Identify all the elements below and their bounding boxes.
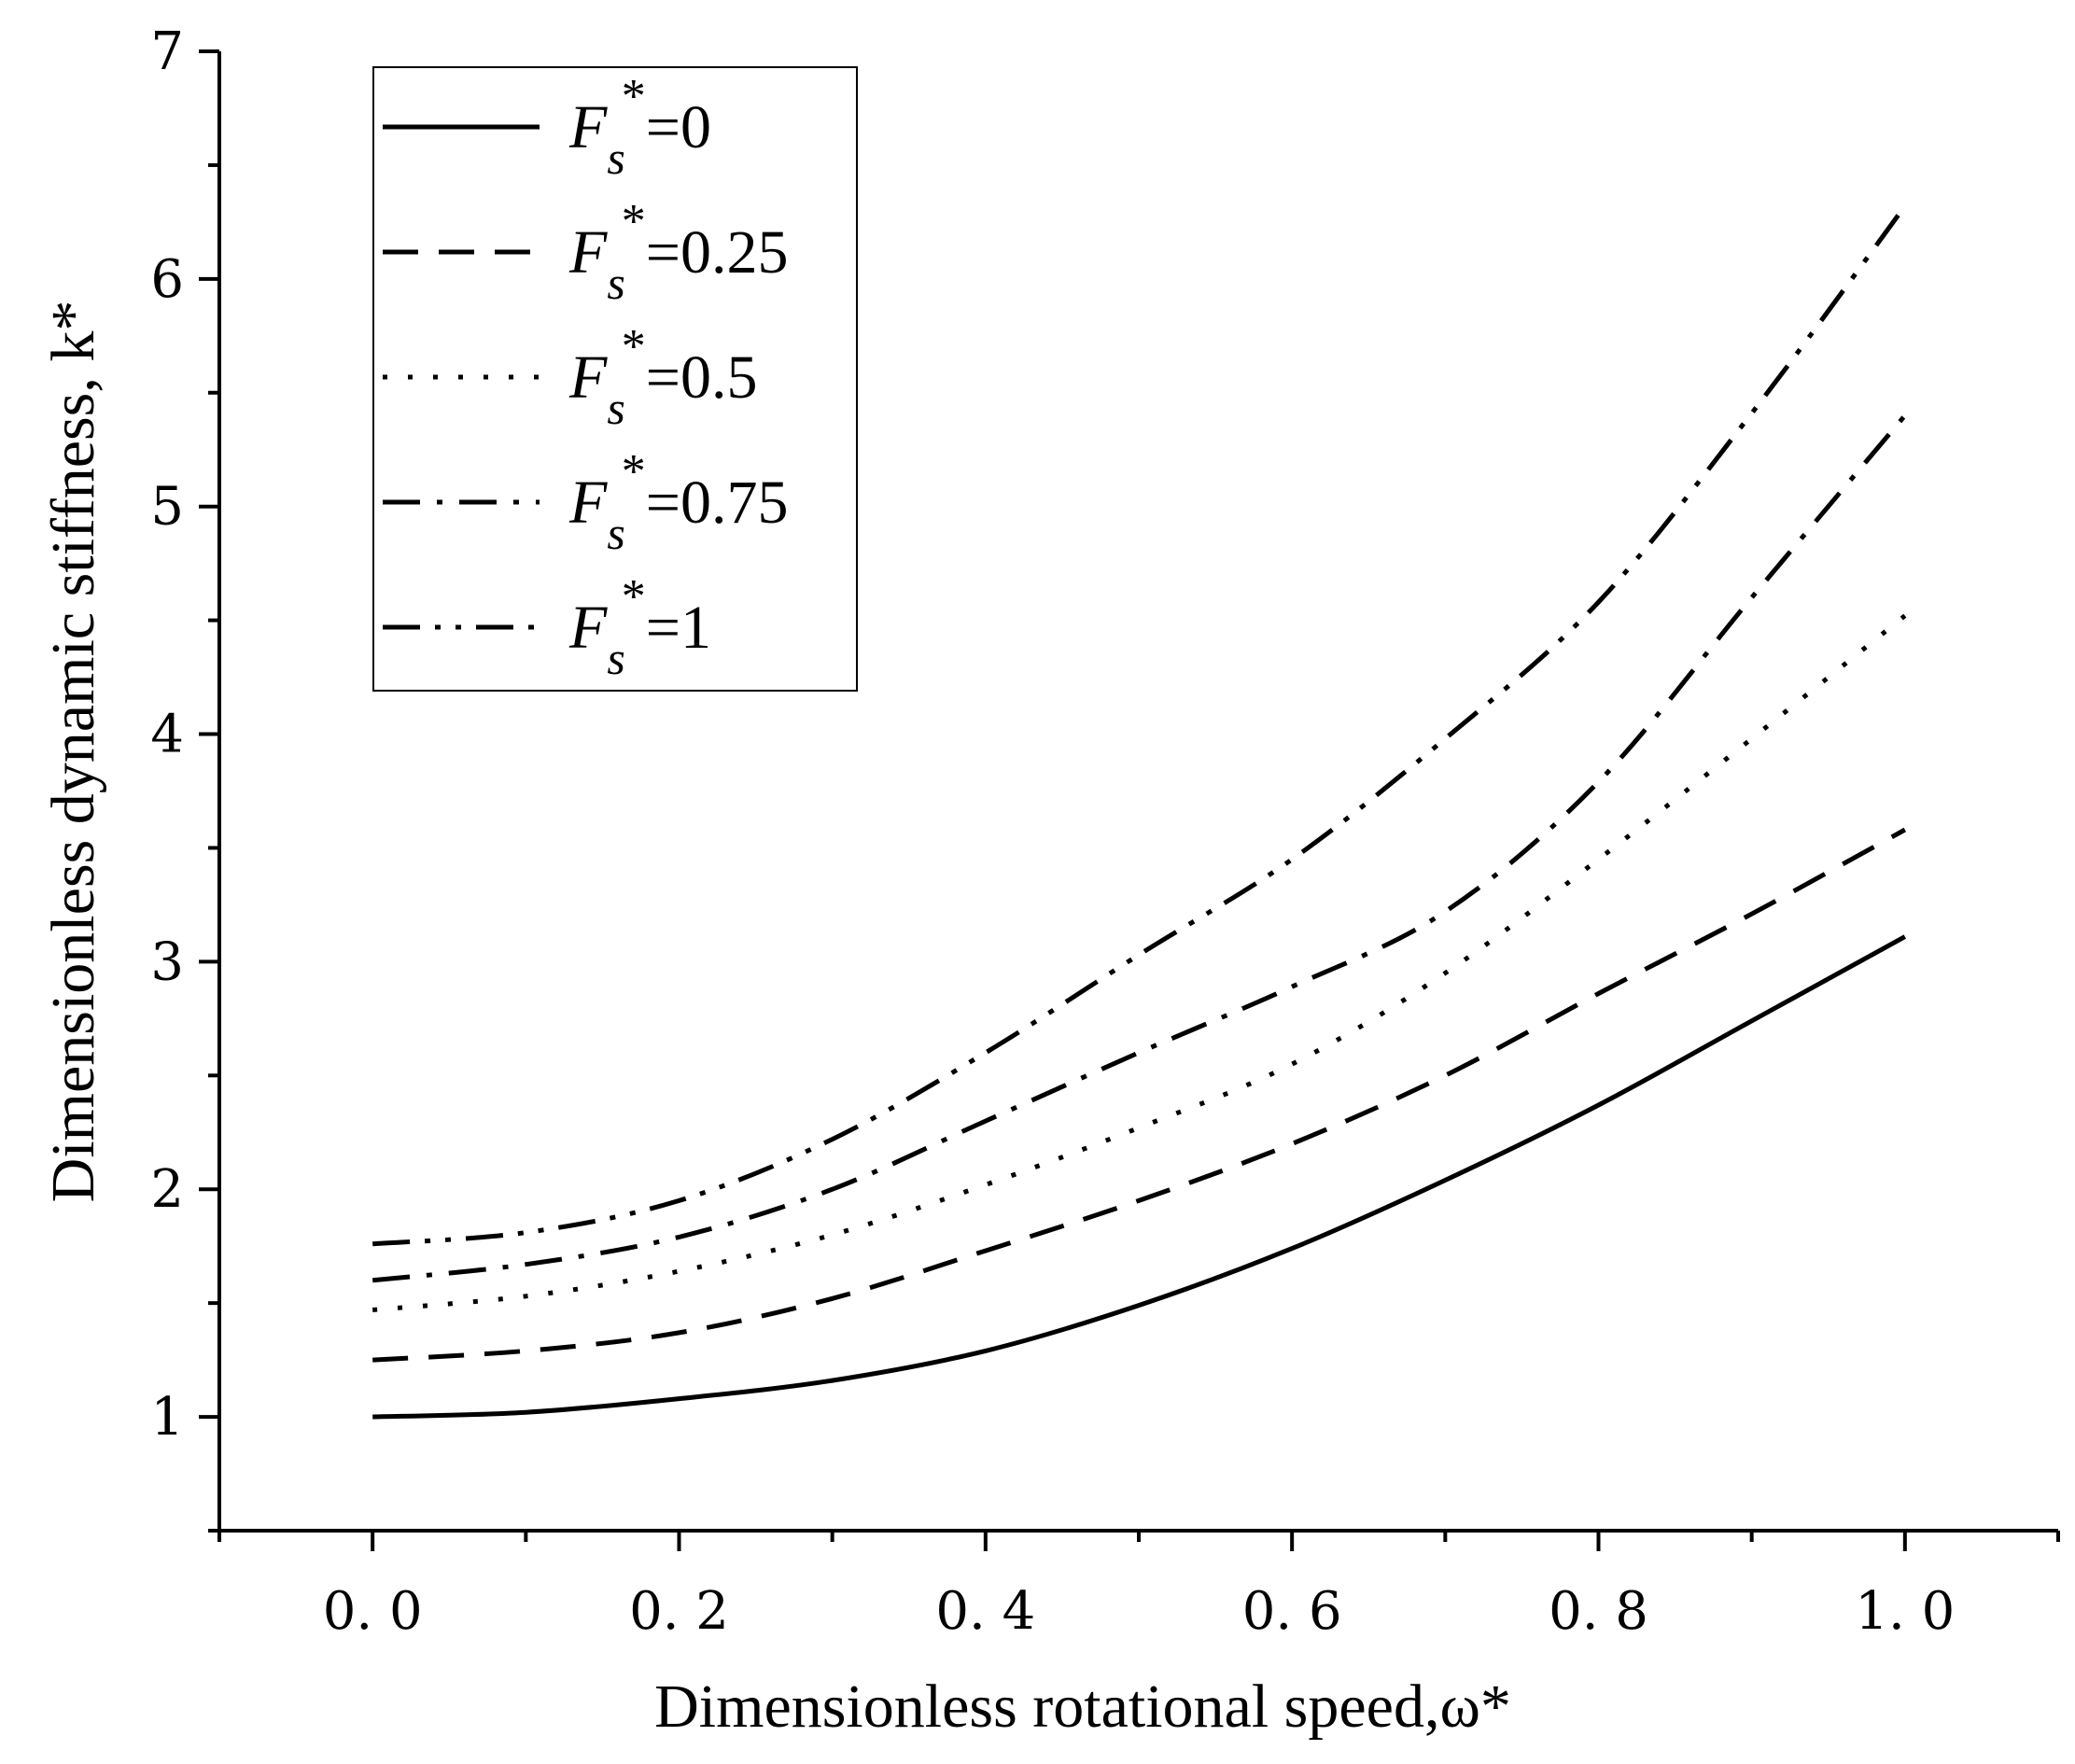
x-tick-label: 0. 8 xyxy=(1549,1581,1648,1642)
legend-subscript: s xyxy=(607,257,624,309)
x-axis-title: Dimensionless rotational speed,ω* xyxy=(654,1673,1511,1741)
chart-root: 1 2 3 4 5 6 7 0. 0 0. 2 0. 4 0. 6 0. 8 1. 0 Fs*=0 Fs*… xyxy=(0,0,2075,1764)
legend-value: =0.25 xyxy=(646,218,789,287)
legend-superscript: * xyxy=(622,320,646,373)
legend-value: =1 xyxy=(646,594,711,662)
y-tick-label: 5 xyxy=(150,477,184,538)
x-tick-label: 0. 0 xyxy=(323,1581,423,1642)
legend-superscript: * xyxy=(622,70,646,123)
legend-value: =0.75 xyxy=(646,469,789,537)
series-line-2 xyxy=(372,616,1905,1310)
y-tick-label: 6 xyxy=(150,249,184,310)
legend-subscript: s xyxy=(607,632,624,684)
x-tick-label: 0. 4 xyxy=(935,1581,1035,1642)
x-tick-label: 0. 2 xyxy=(629,1581,729,1642)
legend-superscript: * xyxy=(622,445,646,498)
line-chart: 12345670. 0 0. 2 0. 4 0. 6 0. 8 1. 0 Fs*=0Fs*… xyxy=(0,0,2075,1764)
legend-subscript: s xyxy=(607,132,624,184)
legend-superscript: * xyxy=(622,570,646,623)
y-tick-label: 3 xyxy=(150,931,184,992)
legend-value: =0 xyxy=(646,93,711,161)
y-tick-label: 7 xyxy=(150,21,184,82)
legend-subscript: s xyxy=(607,382,624,434)
legend-symbol: F xyxy=(568,93,608,161)
legend-symbol: F xyxy=(568,343,608,412)
legend-symbol: F xyxy=(568,218,608,287)
x-tick-label: 1. 0 xyxy=(1855,1581,1955,1642)
legend-symbol: F xyxy=(568,469,608,537)
series-line-1 xyxy=(372,830,1905,1360)
y-tick-label: 2 xyxy=(150,1159,184,1220)
y-tick-label: 1 xyxy=(150,1387,184,1448)
legend-superscript: * xyxy=(622,195,646,248)
legend-symbol: F xyxy=(568,594,608,662)
legend-subscript: s xyxy=(607,507,624,559)
x-tick-label: 0. 6 xyxy=(1242,1581,1342,1642)
legend-value: =0.5 xyxy=(646,343,758,412)
y-tick-label: 4 xyxy=(150,705,184,765)
y-axis-title: Dimensionless dynamic stiffness, k* xyxy=(39,301,107,1203)
